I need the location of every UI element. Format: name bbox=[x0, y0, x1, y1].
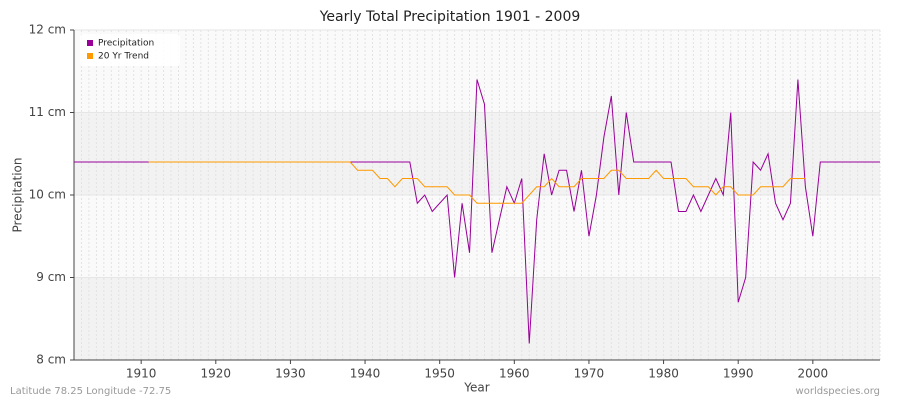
footer-left: Latitude 78.25 Longitude -72.75 bbox=[10, 386, 171, 397]
legend-swatch bbox=[87, 40, 93, 46]
x-tick-label: 1920 bbox=[201, 367, 232, 381]
legend-box bbox=[80, 34, 180, 66]
legend: Precipitation 20 Yr Trend bbox=[80, 34, 180, 66]
legend-label: 20 Yr Trend bbox=[98, 52, 149, 62]
y-tick-label: 12 cm bbox=[29, 23, 66, 37]
chart-title: Yearly Total Precipitation 1901 - 2009 bbox=[319, 9, 581, 25]
legend-swatch bbox=[87, 53, 93, 59]
y-tick-label: 11 cm bbox=[29, 105, 66, 119]
x-tick-label: 2000 bbox=[798, 367, 829, 381]
series-line bbox=[148, 161, 806, 204]
footer-right: worldspecies.org bbox=[796, 386, 880, 397]
y-tick-label: 9 cm bbox=[36, 270, 66, 284]
y-tick-label: 8 cm bbox=[36, 353, 66, 367]
x-tick-label: 1980 bbox=[648, 367, 679, 381]
x-tick-label: 1910 bbox=[126, 367, 157, 381]
x-tick-label: 1950 bbox=[424, 367, 455, 381]
y-axis-label: Precipitation bbox=[11, 157, 25, 232]
legend-label: Precipitation bbox=[98, 39, 154, 49]
x-tick-label: 1970 bbox=[574, 367, 605, 381]
y-tick-label: 10 cm bbox=[29, 188, 66, 202]
x-axis-label: Year bbox=[463, 381, 489, 395]
x-tick-label: 1940 bbox=[350, 367, 381, 381]
x-tick-label: 1930 bbox=[275, 367, 306, 381]
x-tick-label: 1990 bbox=[723, 367, 754, 381]
x-tick-label: 1960 bbox=[499, 367, 530, 381]
